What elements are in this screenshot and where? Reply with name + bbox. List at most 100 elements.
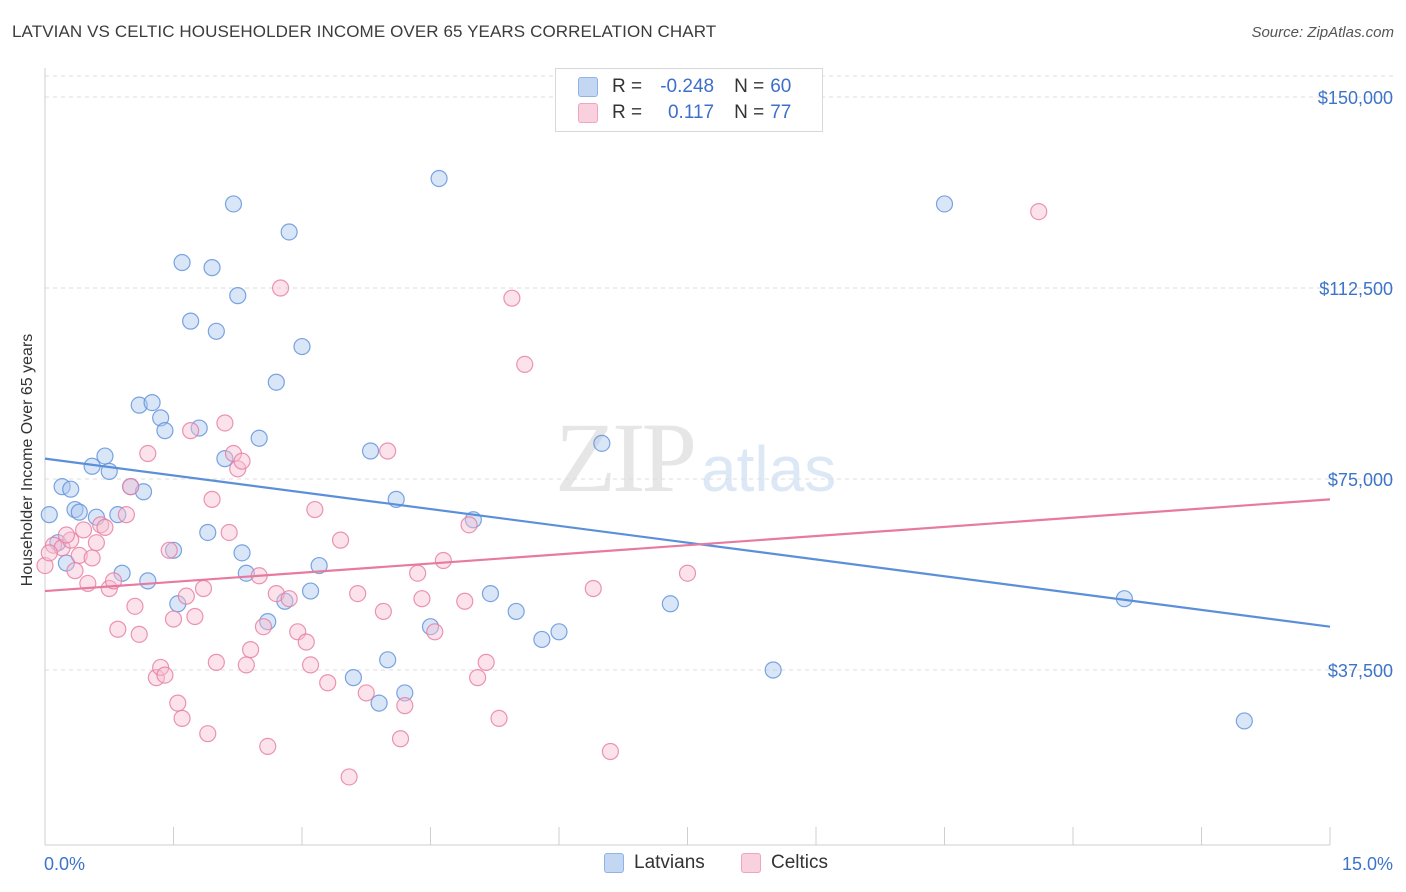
latvians-point: [152, 409, 170, 427]
latvians-point: [293, 337, 311, 356]
latvians-point: [224, 195, 243, 213]
latvians-point: [301, 582, 320, 600]
celtics-point: [66, 562, 84, 580]
legend-n-label: N =: [734, 102, 765, 123]
legend-r-label: R =: [612, 102, 643, 123]
celtics-point: [199, 725, 217, 743]
latvians-point: [164, 541, 183, 559]
celtics-point: [331, 531, 350, 549]
legend-row-celtics: R = 0.117 N = 77: [578, 102, 791, 124]
celtics-point: [306, 500, 324, 519]
celtics-point: [516, 355, 534, 373]
latvians-point: [661, 595, 679, 613]
latvians-point: [1235, 712, 1253, 730]
watermark-zip: ZIP: [555, 402, 697, 513]
latvians-point: [481, 584, 500, 603]
celtics-point: [207, 653, 225, 671]
celtics-point: [271, 279, 290, 297]
celtics-point: [182, 422, 200, 440]
celtics-point: [194, 579, 213, 598]
celtics-point: [220, 523, 238, 542]
celtics-point: [678, 564, 697, 582]
latvians-point: [310, 556, 328, 575]
celtics-point: [1030, 203, 1048, 221]
celtics-point: [267, 584, 285, 603]
celtics-point: [169, 694, 187, 712]
legend-row-latvians: R = -0.248 N = 60: [578, 76, 791, 98]
latvians-point: [143, 394, 161, 412]
latvians-point: [764, 661, 782, 679]
celtics-point: [233, 452, 251, 470]
y-axis-label-wrap: Householder Income Over 65 years: [6, 90, 50, 830]
legend-n-value: 60: [770, 76, 792, 97]
celtics-point: [280, 590, 298, 608]
celtics-point: [503, 289, 521, 307]
legend-item-latvians[interactable]: Latvians: [604, 852, 705, 874]
celtics-point: [57, 526, 76, 544]
series-legend: Latvians Celtics: [0, 852, 1406, 876]
latvians-point: [182, 312, 200, 330]
latvians-point: [370, 694, 388, 712]
celtics-point: [349, 584, 367, 603]
latvians-point: [156, 422, 174, 440]
latvians-point: [207, 322, 225, 340]
celtics-point: [379, 442, 397, 460]
legend-r-value: 0.117: [667, 102, 715, 123]
celtics-point: [297, 633, 315, 651]
y-tick-label: $75,000: [1328, 470, 1393, 490]
latvians-swatch-icon: [578, 77, 598, 97]
celtics-point: [177, 587, 195, 605]
latvians-point: [199, 523, 217, 542]
latvians-point: [70, 503, 88, 521]
celtics-point: [87, 534, 106, 552]
latvians-point: [267, 373, 285, 391]
latvians-point: [134, 483, 153, 501]
x-tick-label: 0.0%: [44, 854, 85, 874]
latvians-point: [361, 442, 380, 460]
celtics-trend-line: [44, 498, 1331, 593]
celtics-point: [160, 541, 178, 559]
celtics-point: [156, 666, 174, 684]
latvians-point: [550, 623, 568, 641]
celtics-point: [301, 656, 320, 674]
celtics-point: [357, 684, 375, 702]
celtics-point: [409, 564, 427, 582]
latvians-point: [280, 223, 298, 241]
celtics-point: [456, 592, 474, 610]
celtics-point: [74, 521, 93, 539]
celtics-point: [340, 768, 358, 786]
latvians-point: [593, 434, 611, 452]
legend-label-celtics: Celtics: [771, 852, 829, 873]
legend-r-value: -0.248: [660, 76, 715, 97]
celtics-point: [122, 478, 140, 496]
legend-label-latvians: Latvians: [634, 852, 705, 873]
celtics-point: [319, 674, 337, 692]
y-tick-label: $150,000: [1318, 88, 1393, 108]
celtics-point: [36, 556, 54, 575]
latvians-point: [40, 506, 58, 524]
celtics-point: [396, 697, 414, 715]
legend-item-celtics[interactable]: Celtics: [741, 852, 828, 874]
y-tick-label: $112,500: [1319, 279, 1393, 299]
latvians-legend-icon: [604, 853, 624, 873]
latvians-point: [507, 602, 525, 621]
celtics-point: [490, 709, 508, 727]
celtics-point: [109, 620, 127, 638]
latvians-point: [203, 259, 221, 277]
latvians-point: [173, 253, 191, 272]
latvians-point: [62, 480, 80, 498]
celtics-legend-icon: [741, 853, 761, 873]
legend-n-value: 77: [770, 102, 792, 123]
celtics-point: [477, 653, 495, 671]
latvians-point: [233, 544, 251, 562]
celtics-point: [96, 518, 114, 536]
latvians-point: [130, 396, 148, 414]
celtics-point: [242, 641, 260, 659]
celtics-point: [584, 579, 602, 598]
celtics-point: [601, 742, 620, 761]
celtics-point: [460, 516, 478, 534]
latvians-point: [935, 195, 954, 213]
celtics-point: [426, 623, 444, 641]
celtics-point: [186, 607, 204, 626]
